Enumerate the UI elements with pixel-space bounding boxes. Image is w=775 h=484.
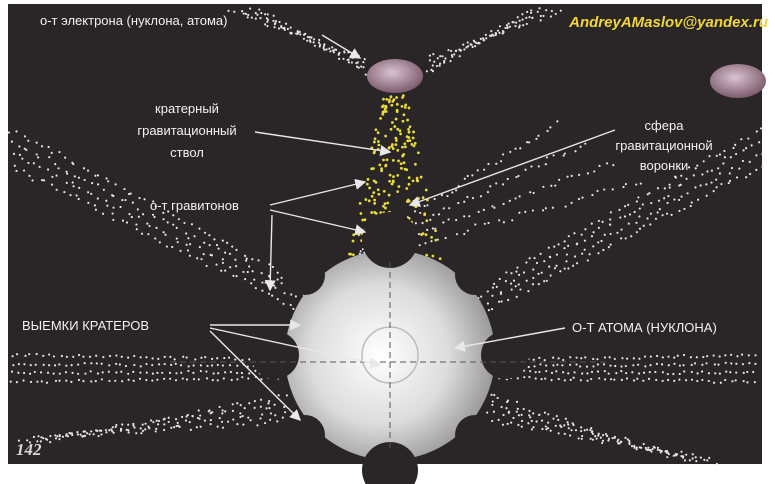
electron-ellipse — [367, 59, 423, 93]
label: гравитационный — [137, 123, 236, 138]
label: сфера — [645, 118, 685, 133]
electron-ellipse — [710, 64, 766, 98]
label: О-Т АТОМА (НУКЛОНА) — [572, 320, 717, 335]
label: кратерный — [155, 101, 219, 116]
label: о-т гравитонов — [150, 198, 239, 213]
label: воронки — [640, 158, 689, 173]
label: о-т электрона (нуклона, атома) — [40, 13, 227, 28]
illustration: AndreyAMaslov@yandex.ru о-т электрона (н… — [0, 0, 775, 484]
email: AndreyAMaslov@yandex.ru — [568, 14, 768, 31]
label: ствол — [170, 145, 204, 160]
page-number: 142 — [16, 440, 42, 459]
label: гравитационной — [615, 138, 712, 153]
label: ВЫЕМКИ КРАТЕРОВ — [22, 318, 149, 333]
